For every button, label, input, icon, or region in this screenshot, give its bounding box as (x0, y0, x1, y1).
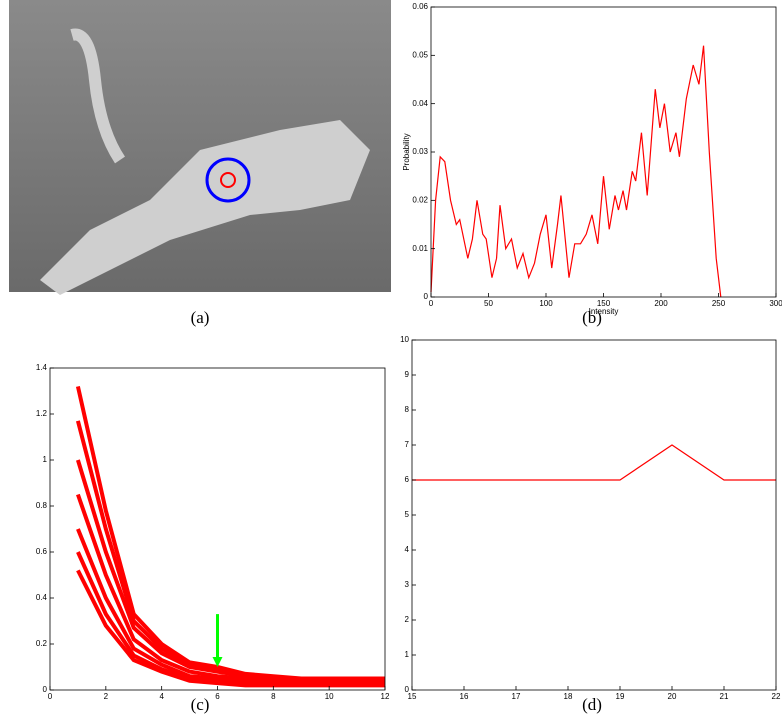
x-tick-label: 200 (654, 299, 668, 308)
caption: (a) (191, 308, 210, 327)
axes-box (430, 6, 777, 298)
x-tick-label: 15 (408, 692, 417, 701)
y-tick-label: 0.01 (412, 244, 428, 253)
y-tick-label: 0.8 (36, 501, 48, 510)
x-tick-label: 50 (484, 299, 493, 308)
x-tick-label: 19 (616, 692, 625, 701)
y-tick-label: 0 (424, 292, 429, 301)
y-tick-label: 2 (405, 615, 410, 624)
cheetah-tail (70, 28, 126, 164)
y-tick-label: 0.06 (412, 2, 428, 11)
x-tick-label: 8 (271, 692, 276, 701)
caption: (b) (582, 308, 602, 327)
x-tick-label: 12 (381, 692, 390, 701)
x-tick-label: 0 (48, 692, 53, 701)
y-tick-label: 0.2 (36, 639, 48, 648)
y-tick-label: 0.05 (412, 50, 428, 59)
outer-circle (205, 157, 251, 203)
cheetah-body (40, 120, 370, 295)
data-line (76, 569, 385, 688)
y-tick-label: 4 (405, 545, 410, 554)
y-tick-label: 1.2 (36, 409, 48, 418)
y-tick-label: 1 (405, 650, 410, 659)
x-tick-label: 150 (597, 299, 611, 308)
x-tick-label: 4 (159, 692, 164, 701)
y-tick-label: 0 (405, 685, 410, 694)
y-tick-label: 6 (405, 475, 410, 484)
data-line (412, 444, 776, 481)
x-tick-label: 18 (564, 692, 573, 701)
y-tick-label: 8 (405, 405, 410, 414)
x-tick-label: 22 (772, 692, 781, 701)
y-tick-label: 0.04 (412, 99, 428, 108)
y-tick-label: 0.02 (412, 195, 428, 204)
x-tick-label: 300 (769, 299, 782, 308)
y-tick-label: 0.4 (36, 593, 48, 602)
y-tick-label: 5 (405, 510, 410, 519)
y-tick-label: 1.4 (36, 363, 48, 372)
x-tick-label: 16 (460, 692, 469, 701)
caption: (d) (582, 695, 602, 714)
y-tick-label: 0 (43, 685, 48, 694)
axes-box (411, 339, 777, 691)
y-tick-label: 1 (43, 455, 48, 464)
y-axis-label: Probability (402, 133, 411, 170)
y-tick-label: 9 (405, 370, 410, 379)
x-tick-label: 10 (325, 692, 334, 701)
x-axis-label: Intensity (589, 307, 619, 316)
x-tick-label: 0 (429, 299, 434, 308)
data-line (430, 45, 722, 298)
x-tick-label: 21 (720, 692, 729, 701)
x-tick-label: 2 (104, 692, 109, 701)
arrow-head (212, 657, 223, 667)
caption: (c) (191, 695, 210, 714)
y-tick-label: 3 (405, 580, 410, 589)
x-tick-label: 100 (539, 299, 553, 308)
x-tick-label: 17 (512, 692, 521, 701)
y-tick-label: 0.6 (36, 547, 48, 556)
photo (9, 0, 391, 295)
inner-circle (220, 172, 236, 188)
y-tick-label: 7 (405, 440, 410, 449)
x-tick-label: 6 (215, 692, 220, 701)
x-tick-label: 250 (712, 299, 726, 308)
y-tick-label: 0.03 (412, 147, 428, 156)
x-tick-label: 20 (668, 692, 677, 701)
y-tick-label: 10 (400, 335, 409, 344)
